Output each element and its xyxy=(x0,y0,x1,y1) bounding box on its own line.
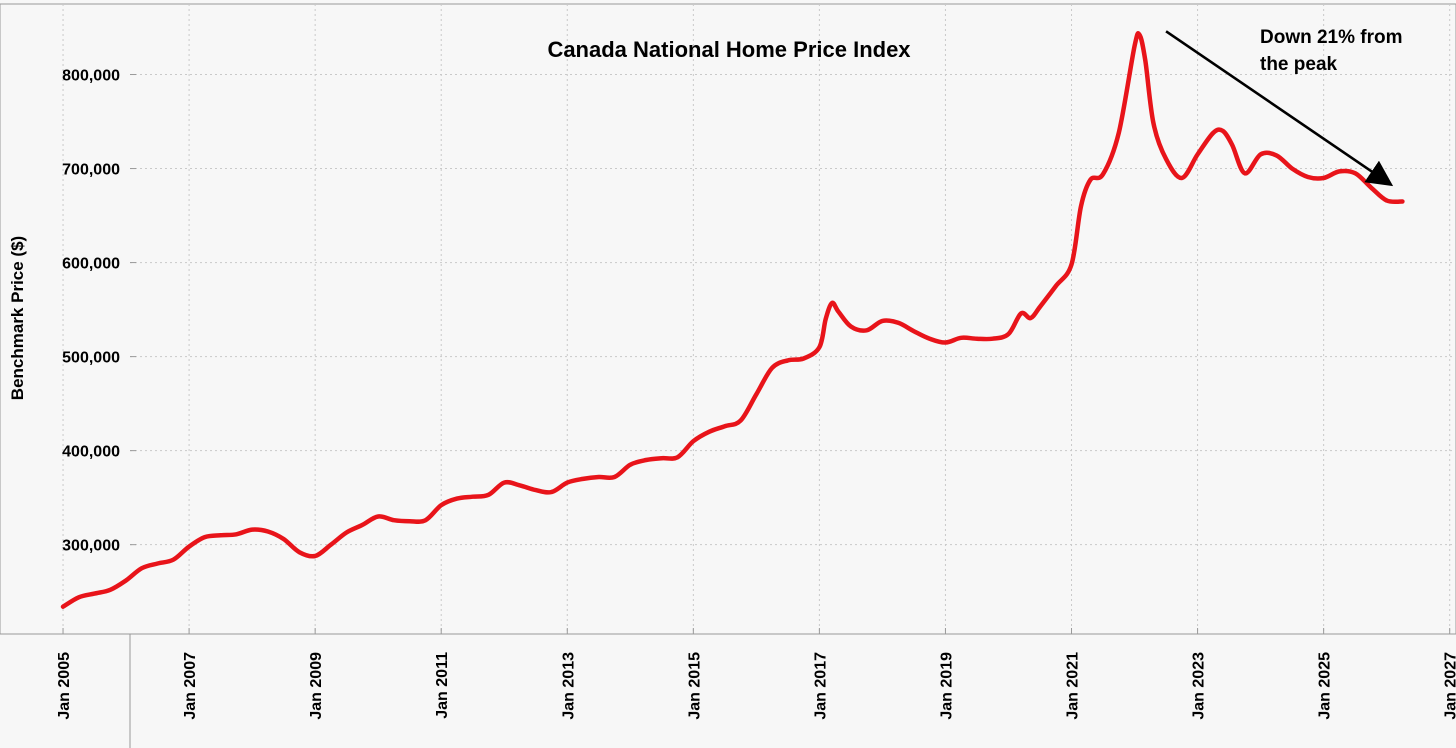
x-tick-labels: Jan 2005 Jan 2007 Jan 2009 Jan 2011 Jan 2013… xyxy=(56,652,1456,720)
annotation-line-1: Down 21% from xyxy=(1260,27,1403,48)
y-tick-label: 400,000 xyxy=(62,444,120,461)
y-tick-label: 700,000 xyxy=(62,162,120,179)
x-tick-label: Jan 2019 xyxy=(938,652,955,720)
x-tick-label: Jan 2023 xyxy=(1191,652,1208,720)
y-tick-labels: 300,000 400,000 500,000 600,000 700,000 800,0… xyxy=(62,68,120,555)
plot-area xyxy=(0,3,1456,635)
annotation-text: Down 21% from the peak xyxy=(1260,27,1408,75)
x-tick-label: Jan 2021 xyxy=(1065,652,1082,720)
x-tick-label: Jan 2009 xyxy=(308,652,325,720)
x-tick-label: Jan 2027 xyxy=(1443,652,1456,720)
y-gridlines xyxy=(130,74,1456,546)
x-tick-label: Jan 2017 xyxy=(812,652,829,720)
x-tick-label: Jan 2011 xyxy=(434,652,451,719)
y-tick-label: 800,000 xyxy=(62,68,120,85)
y-tick-label: 600,000 xyxy=(62,256,120,273)
x-tick-label: Jan 2005 xyxy=(56,652,73,720)
annotation-line-2: the peak xyxy=(1260,54,1338,75)
chart-title: Canada National Home Price Index xyxy=(547,37,911,62)
y-tick-label: 500,000 xyxy=(62,350,120,367)
price-line xyxy=(60,31,1405,609)
decline-arrow xyxy=(1165,30,1394,187)
x-tick-label: Jan 2025 xyxy=(1317,652,1334,720)
x-tick-label: Jan 2013 xyxy=(560,652,577,720)
y-tick-label: 300,000 xyxy=(62,538,120,555)
x-tick-label: Jan 2007 xyxy=(182,652,199,720)
x-gridlines xyxy=(62,4,1451,634)
y-axis-label: Benchmark Price ($) xyxy=(8,236,27,400)
x-tick-label: Jan 2015 xyxy=(686,652,703,720)
